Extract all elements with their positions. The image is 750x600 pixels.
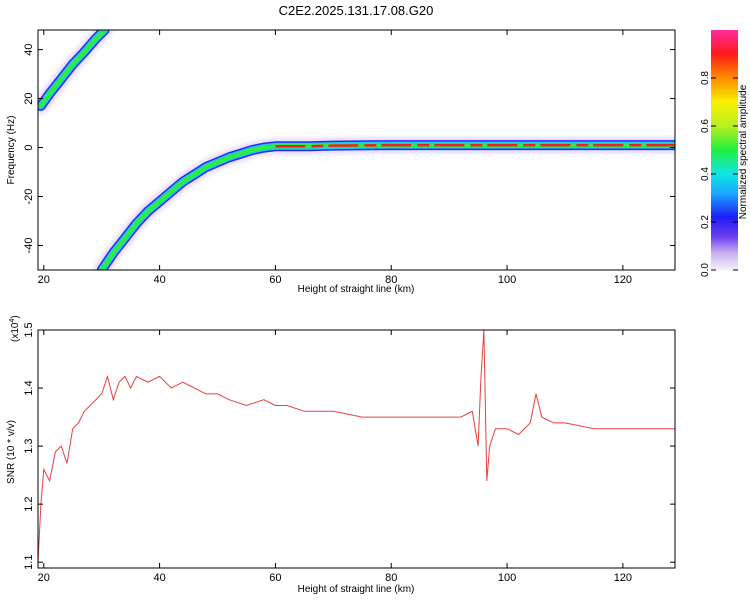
- colorbar: 0.0 0.2 0.4 0.6 0.8 Normalized spectral ampl…: [700, 30, 749, 277]
- snr-y-tick-label: 1.2: [23, 496, 35, 511]
- spectrogram-x-tick-label: 100: [498, 274, 516, 286]
- spectrogram-x-ticks: 20 40 60 80 100 120: [38, 30, 632, 286]
- spectrogram-y-tick-label: 40: [23, 43, 35, 55]
- spectrogram-y-tick-label: -20: [23, 189, 35, 205]
- spectrogram-x-tick-label: 80: [385, 274, 397, 286]
- spectrogram-x-axis-label: Height of straight line (km): [298, 284, 415, 295]
- spectrogram-ridges: [38, 30, 675, 270]
- snr-y-ticks: 1.1 1.2 1.3 1.4 1.5: [23, 322, 675, 570]
- snr-x-tick-label: 80: [385, 572, 397, 584]
- spectrogram-y-ticks: -40 -20 0 20 40: [23, 43, 675, 253]
- snr-y-tick-label: 1.1: [23, 555, 35, 570]
- colorbar-label: Normalized spectral amplitude: [738, 84, 749, 219]
- spectrogram-y-axis-label: Frequency (Hz): [6, 116, 17, 185]
- colorbar-tick-label: 0.0: [700, 263, 711, 277]
- colorbar-tick-label: 0.2: [700, 215, 711, 229]
- spectrogram-x-tick-label: 40: [153, 274, 165, 286]
- snr-x-tick-label: 40: [153, 572, 165, 584]
- colorbar-tick-label: 0.4: [700, 167, 711, 181]
- colorbar-tick-label: 0.8: [700, 71, 711, 85]
- snr-y-axis-label: SNR (10 * v/v): [6, 420, 17, 484]
- snr-series-line: [38, 330, 675, 563]
- snr-panel: 20 40 60 80 100 120 1.1 1.2 1.3 1.4 1.5 Height of…: [6, 315, 676, 595]
- snr-plot-area: [38, 330, 675, 568]
- spectrogram-y-tick-label: -40: [23, 238, 35, 254]
- snr-x-tick-label: 20: [38, 572, 50, 584]
- snr-y-tick-label: 1.4: [23, 380, 35, 395]
- colorbar-ticks: 0.0 0.2 0.4 0.6 0.8: [700, 71, 738, 277]
- spectrogram-x-tick-label: 20: [38, 274, 50, 286]
- spectrogram-panel: 20 40 60 80 100 120 -40 -20 0 20 40 Height of str…: [6, 29, 676, 295]
- spectrogram-y-tick-label: 20: [23, 92, 35, 104]
- snr-x-tick-label: 60: [269, 572, 281, 584]
- snr-x-axis-label: Height of straight line (km): [298, 584, 415, 595]
- spectrogram-ridge-0: [38, 30, 107, 109]
- snr-x-tick-label: 120: [614, 572, 632, 584]
- snr-x-ticks: 20 40 60 80 100 120: [38, 330, 632, 584]
- snr-frame: [37, 329, 676, 569]
- spectrogram-x-tick-label: 120: [614, 274, 632, 286]
- colorbar-tick-label: 0.6: [700, 119, 711, 133]
- snr-x-tick-label: 100: [498, 572, 516, 584]
- chart-title: C2E2.2025.131.17.08.G20: [279, 3, 434, 18]
- snr-y-exponent: (x104): [9, 315, 21, 342]
- spectrogram-x-tick-label: 60: [269, 274, 281, 286]
- spectrogram-ridge-core: [275, 143, 675, 148]
- spectrogram-y-tick-label: 0: [23, 144, 35, 150]
- colorbar-gradient: [711, 30, 738, 270]
- snr-y-tick-label: 1.3: [23, 438, 35, 453]
- snr-y-tick-label: 1.5: [23, 322, 35, 337]
- spectrogram-frame: [37, 29, 676, 271]
